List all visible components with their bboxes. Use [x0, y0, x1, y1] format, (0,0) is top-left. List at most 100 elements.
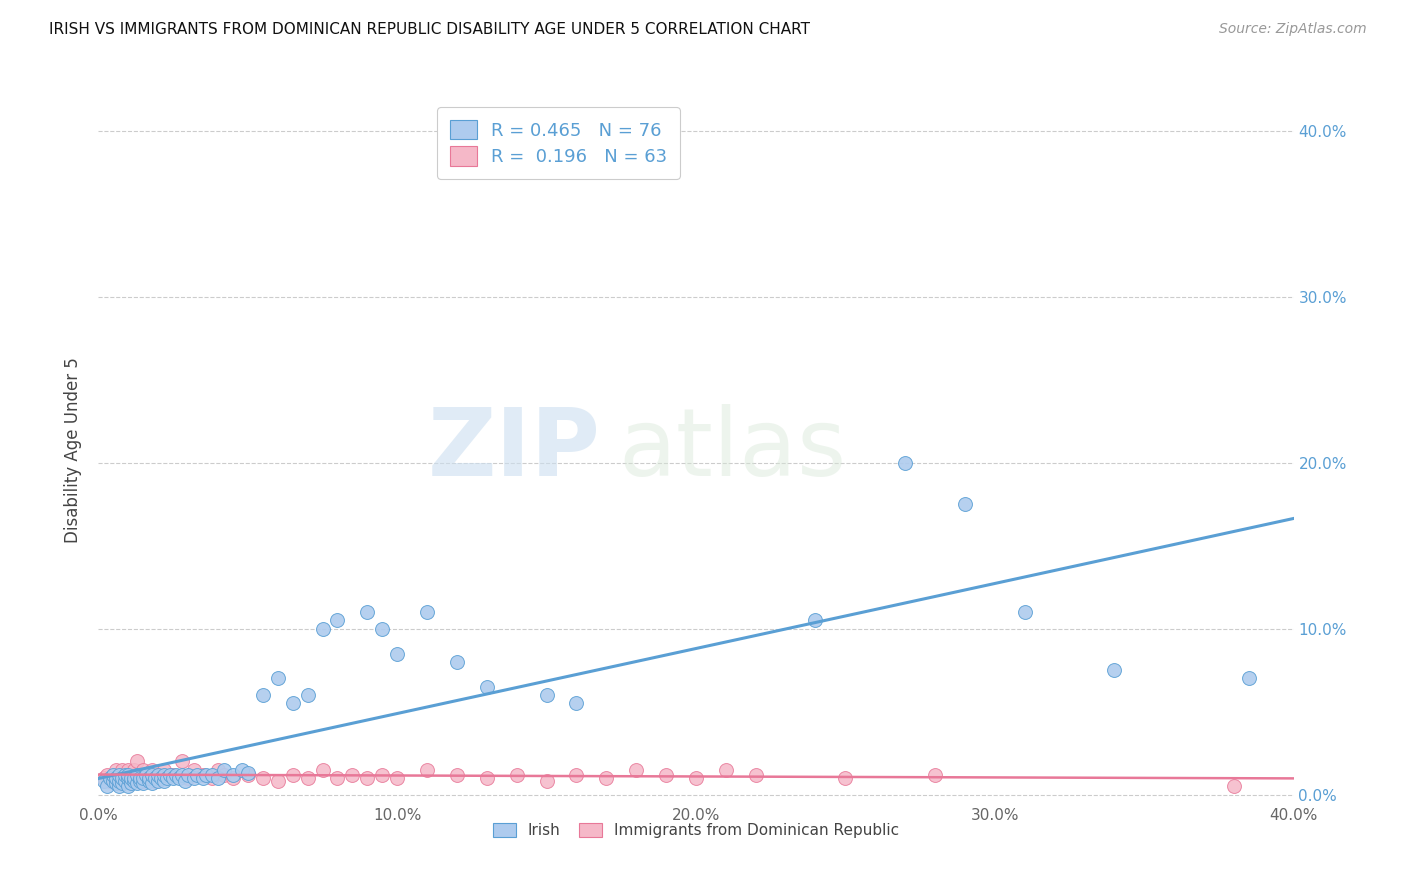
Point	[135, 767, 157, 781]
Point	[127, 776, 149, 790]
Point	[267, 774, 290, 789]
Point	[924, 767, 946, 781]
Point	[132, 776, 155, 790]
Point	[191, 767, 214, 781]
Point	[834, 771, 856, 785]
Point	[446, 767, 468, 781]
Point	[183, 763, 205, 777]
Point	[714, 763, 737, 777]
Point	[655, 767, 678, 781]
Point	[117, 767, 139, 781]
Point	[172, 755, 194, 769]
Text: IRISH VS IMMIGRANTS FROM DOMINICAN REPUBLIC DISABILITY AGE UNDER 5 CORRELATION C: IRISH VS IMMIGRANTS FROM DOMINICAN REPUB…	[49, 22, 810, 37]
Point	[153, 767, 176, 781]
Point	[114, 767, 136, 781]
Point	[385, 647, 409, 661]
Point	[143, 774, 166, 789]
Point	[385, 771, 409, 785]
Point	[111, 763, 134, 777]
Point	[108, 767, 131, 781]
Point	[132, 771, 155, 785]
Point	[475, 771, 498, 785]
Legend: Irish, Immigrants from Dominican Republic: Irish, Immigrants from Dominican Republi…	[486, 817, 905, 845]
Point	[120, 774, 142, 789]
Point	[159, 767, 181, 781]
Point	[138, 771, 160, 785]
Point	[281, 696, 304, 710]
Point	[105, 771, 128, 785]
Point	[685, 771, 707, 785]
Point	[201, 771, 224, 785]
Point	[165, 767, 187, 781]
Point	[162, 771, 184, 785]
Point	[1223, 779, 1246, 793]
Point	[93, 771, 115, 785]
Point	[105, 767, 128, 781]
Point	[148, 767, 170, 781]
Point	[105, 763, 128, 777]
Point	[135, 767, 157, 781]
Point	[236, 767, 259, 781]
Point	[105, 776, 128, 790]
Point	[297, 771, 319, 785]
Point	[150, 771, 173, 785]
Point	[129, 771, 152, 785]
Text: ZIP: ZIP	[427, 404, 600, 497]
Point	[98, 774, 122, 789]
Point	[177, 771, 200, 785]
Point	[98, 771, 122, 785]
Point	[212, 767, 235, 781]
Point	[326, 771, 349, 785]
Point	[626, 763, 648, 777]
Point	[143, 771, 166, 785]
Point	[167, 771, 190, 785]
Point	[356, 605, 378, 619]
Point	[111, 771, 134, 785]
Point	[132, 763, 155, 777]
Point	[129, 771, 152, 785]
Point	[111, 771, 134, 785]
Point	[745, 767, 768, 781]
Point	[475, 680, 498, 694]
Point	[150, 771, 173, 785]
Point	[111, 776, 134, 790]
Point	[281, 767, 304, 781]
Point	[195, 767, 218, 781]
Point	[201, 767, 224, 781]
Point	[536, 774, 558, 789]
Point	[93, 774, 115, 789]
Point	[172, 767, 194, 781]
Point	[117, 771, 139, 785]
Point	[416, 605, 439, 619]
Point	[127, 767, 149, 781]
Point	[326, 614, 349, 628]
Point	[156, 771, 179, 785]
Point	[124, 774, 146, 789]
Text: atlas: atlas	[619, 404, 846, 497]
Point	[174, 774, 197, 789]
Point	[120, 776, 142, 790]
Point	[506, 767, 529, 781]
Point	[117, 763, 139, 777]
Point	[132, 774, 155, 789]
Point	[138, 771, 160, 785]
Point	[267, 672, 290, 686]
Point	[371, 622, 394, 636]
Point	[236, 766, 259, 780]
Point	[96, 779, 118, 793]
Point	[207, 771, 229, 785]
Point	[124, 767, 146, 781]
Point	[103, 774, 125, 789]
Point	[183, 771, 205, 785]
Y-axis label: Disability Age Under 5: Disability Age Under 5	[65, 358, 83, 543]
Point	[231, 763, 253, 777]
Point	[141, 776, 163, 790]
Point	[103, 767, 125, 781]
Point	[953, 497, 976, 511]
Point	[117, 779, 139, 793]
Point	[108, 774, 131, 789]
Point	[127, 755, 149, 769]
Point	[108, 779, 131, 793]
Point	[108, 767, 131, 781]
Point	[120, 771, 142, 785]
